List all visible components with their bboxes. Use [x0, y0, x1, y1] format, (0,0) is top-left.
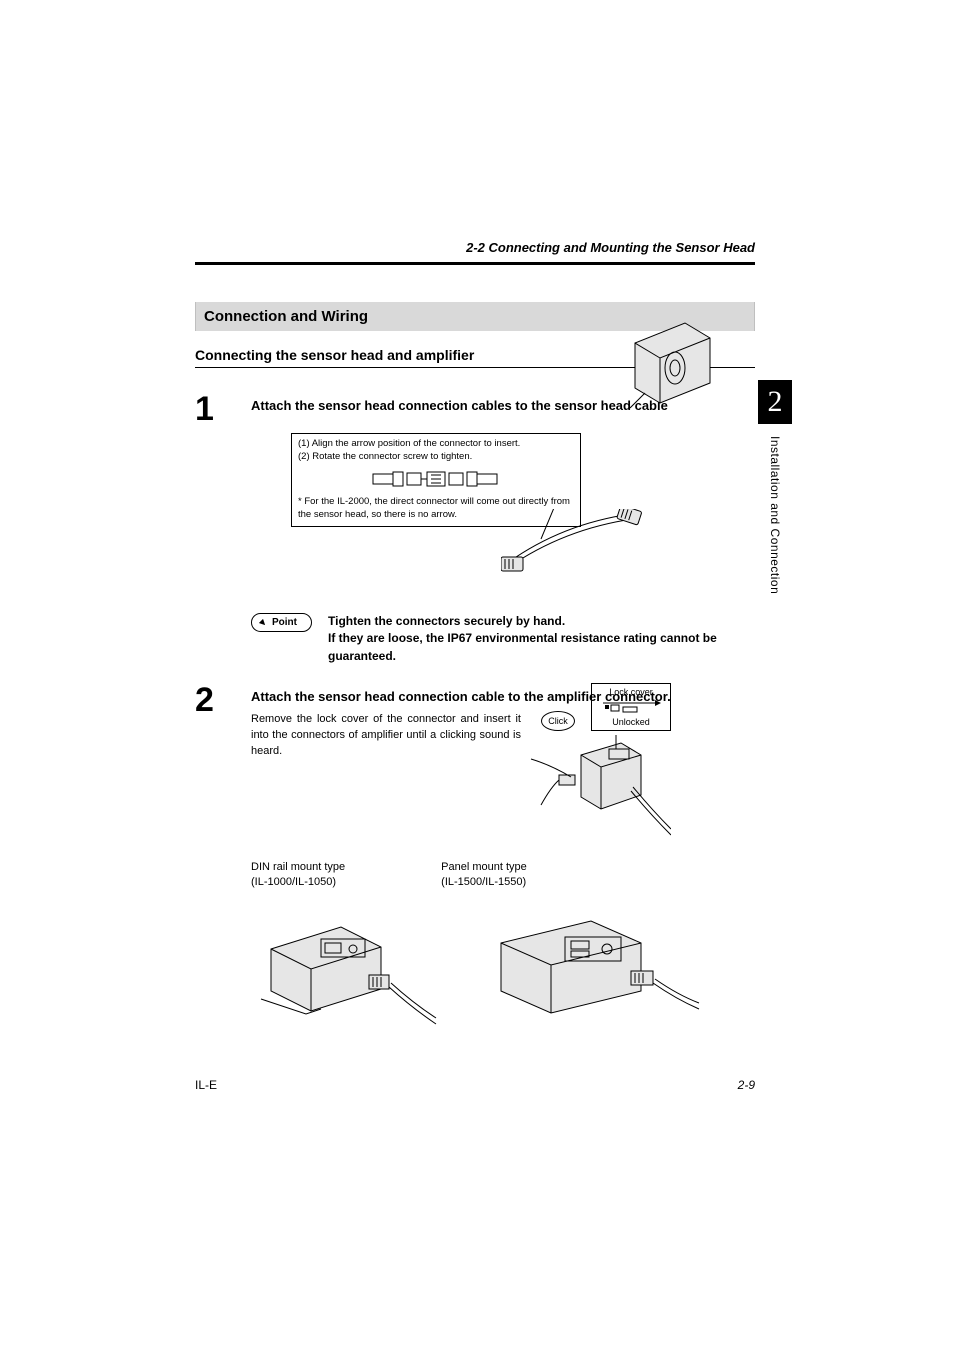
step-2-title: Attach the sensor head connection cable … [251, 683, 755, 704]
panel-mount-illustration [481, 909, 701, 1034]
running-header: 2-2 Connecting and Mounting the Sensor H… [466, 240, 755, 255]
din-mount-type: DIN rail mount type [251, 860, 345, 875]
point-text-line-1: Tighten the connectors securely by hand. [328, 613, 755, 630]
footer-doc-id: IL-E [195, 1078, 217, 1092]
panel-mount-models: (IL-1500/IL-1550) [441, 875, 527, 890]
step-number: 2 [195, 683, 251, 1034]
step-1-cable-figure [291, 527, 755, 607]
step-1-point: Point Tighten the connectors securely by… [251, 613, 755, 665]
chapter-number-tab: 2 [758, 380, 792, 424]
lock-cover-box: Lock cover Unlocked [591, 683, 671, 731]
point-text-line-2: If they are loose, the IP67 environmenta… [328, 630, 755, 665]
chapter-side-tab: 2 Installation and Connection [758, 380, 792, 616]
step-number: 1 [195, 392, 251, 665]
header-rule [195, 262, 755, 265]
page-footer: IL-E 2-9 [195, 1078, 755, 1092]
lock-arrow-icon [594, 699, 668, 715]
callout-line-2: (2) Rotate the connector screw to tighte… [298, 451, 574, 464]
step-2-lock-figure: Click Lock cover Unlocke [591, 683, 671, 850]
din-rail-mount-illustration [251, 909, 441, 1034]
lock-cover-label: Lock cover [594, 687, 668, 697]
step-2-description: Remove the lock cover of the connector a… [251, 712, 521, 760]
point-badge: Point [251, 613, 312, 632]
amplifier-insert-illustration [521, 725, 671, 845]
sensor-head-illustration [615, 313, 725, 428]
footer-page-number: 2-9 [738, 1078, 755, 1092]
step-2: 2 Attach the sensor head connection cabl… [195, 683, 755, 1034]
connector-diagram-icon [298, 470, 574, 493]
mount-type-labels: DIN rail mount type (IL-1000/IL-1050) Pa… [251, 860, 755, 891]
din-mount-models: (IL-1000/IL-1050) [251, 875, 345, 890]
callout-line-1: (1) Align the arrow position of the conn… [298, 438, 574, 451]
chapter-label: Installation and Connection [768, 436, 782, 616]
point-text: Tighten the connectors securely by hand.… [328, 613, 755, 665]
step-1: 1 Attach the sensor head connection cabl… [195, 392, 755, 665]
panel-mount-type: Panel mount type [441, 860, 527, 875]
